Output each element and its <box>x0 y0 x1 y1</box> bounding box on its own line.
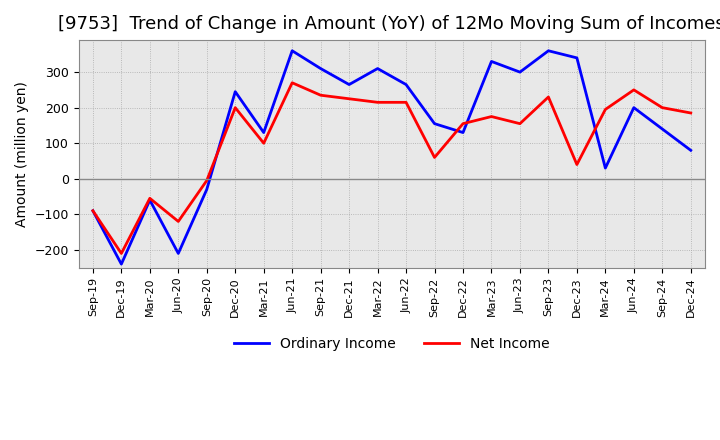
Net Income <box>259 140 268 146</box>
Net Income <box>89 208 97 213</box>
Title: [9753]  Trend of Change in Amount (YoY) of 12Mo Moving Sum of Incomes: [9753] Trend of Change in Amount (YoY) o… <box>58 15 720 33</box>
Legend: Ordinary Income, Net Income: Ordinary Income, Net Income <box>229 331 555 356</box>
Net Income <box>658 105 667 110</box>
Net Income <box>402 100 410 105</box>
Ordinary Income <box>373 66 382 71</box>
Ordinary Income <box>145 198 154 203</box>
Ordinary Income <box>259 130 268 135</box>
Net Income <box>487 114 496 119</box>
Net Income <box>572 162 581 167</box>
Ordinary Income <box>316 66 325 71</box>
Net Income <box>601 107 610 112</box>
Net Income <box>629 87 638 92</box>
Net Income <box>516 121 524 126</box>
Net Income <box>231 105 240 110</box>
Line: Net Income: Net Income <box>93 83 690 253</box>
Net Income <box>373 100 382 105</box>
Ordinary Income <box>431 121 439 126</box>
Net Income <box>174 219 183 224</box>
Net Income <box>686 110 695 116</box>
Net Income <box>145 196 154 201</box>
Ordinary Income <box>487 59 496 64</box>
Ordinary Income <box>572 55 581 61</box>
Ordinary Income <box>202 187 211 192</box>
Y-axis label: Amount (million yen): Amount (million yen) <box>15 81 29 227</box>
Ordinary Income <box>231 89 240 94</box>
Net Income <box>288 80 297 85</box>
Ordinary Income <box>89 208 97 213</box>
Net Income <box>117 251 126 256</box>
Ordinary Income <box>516 70 524 75</box>
Net Income <box>459 121 467 126</box>
Net Income <box>431 155 439 160</box>
Net Income <box>345 96 354 101</box>
Ordinary Income <box>544 48 553 53</box>
Ordinary Income <box>402 82 410 87</box>
Ordinary Income <box>345 82 354 87</box>
Net Income <box>544 94 553 99</box>
Ordinary Income <box>459 130 467 135</box>
Ordinary Income <box>601 165 610 171</box>
Ordinary Income <box>117 261 126 267</box>
Ordinary Income <box>629 105 638 110</box>
Net Income <box>202 178 211 183</box>
Ordinary Income <box>174 251 183 256</box>
Ordinary Income <box>288 48 297 53</box>
Net Income <box>316 92 325 98</box>
Line: Ordinary Income: Ordinary Income <box>93 51 690 264</box>
Ordinary Income <box>658 126 667 132</box>
Ordinary Income <box>686 148 695 153</box>
